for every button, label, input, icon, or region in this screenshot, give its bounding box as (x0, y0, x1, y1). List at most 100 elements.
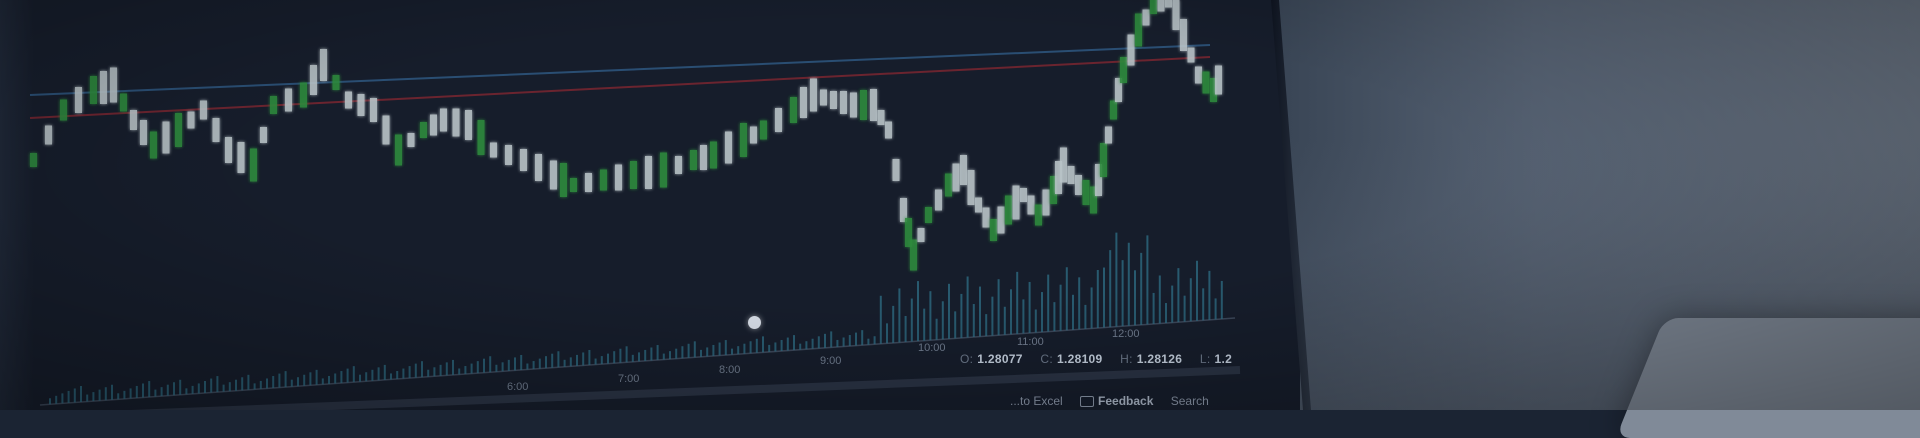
candle-body (200, 100, 207, 120)
candle-body (885, 121, 892, 139)
red-reference-line (29, 56, 1211, 119)
candle-body (1100, 143, 1107, 177)
candle-body (1142, 9, 1150, 26)
candle-body (250, 148, 257, 182)
candle-body (710, 141, 717, 169)
candle-body (1060, 147, 1067, 183)
candle-body (505, 145, 512, 165)
candle-body (175, 113, 182, 147)
candle-body (332, 75, 340, 90)
candle-body (800, 87, 807, 118)
candle-body (740, 123, 747, 157)
candle-body (600, 169, 607, 191)
candle-body (440, 108, 447, 132)
candle-body (560, 163, 567, 197)
candle-body (1055, 161, 1062, 194)
candle-body (1042, 189, 1050, 216)
candle-body (877, 110, 885, 125)
time-tick: 10:00 (918, 342, 946, 354)
export-excel-link[interactable]: ...to Excel (1010, 394, 1063, 408)
candle-body (840, 91, 847, 114)
high-label: H: (1120, 352, 1133, 366)
high-value: 1.28126 (1136, 352, 1183, 366)
background-device (1615, 318, 1920, 438)
candle-body (1020, 188, 1027, 202)
candle-body (1165, 0, 1172, 8)
candle-body (675, 156, 682, 174)
candle-body (900, 198, 907, 222)
feedback-button[interactable]: Feedback (1098, 394, 1154, 408)
candle-body (187, 111, 195, 129)
candle-body (452, 108, 460, 137)
candle-body (535, 154, 542, 181)
close-value: 1.28109 (1057, 352, 1103, 366)
candle-body (75, 87, 82, 113)
candle-body (892, 159, 900, 181)
candle-body (1135, 13, 1142, 47)
candle-body (1202, 71, 1210, 94)
candle-body (690, 150, 697, 170)
candle-body (1115, 78, 1122, 102)
open-value: 1.28077 (977, 352, 1023, 366)
candle-body (917, 228, 925, 242)
candle-body (1067, 166, 1075, 184)
candle-body (760, 120, 767, 140)
candle-body (465, 110, 472, 140)
candle-body (345, 91, 352, 109)
time-tick: 6:00 (507, 381, 529, 393)
candle-body (1187, 47, 1195, 63)
candle-body (420, 122, 427, 138)
candle-body (490, 142, 497, 158)
candle-body (550, 160, 557, 190)
candle-body (870, 89, 877, 121)
candle-body (975, 197, 982, 213)
candle-body (225, 137, 232, 163)
candle-body (630, 161, 637, 189)
time-tick: 12:00 (1112, 328, 1140, 340)
screen-left-edge (0, 0, 34, 410)
candle-body (810, 78, 817, 112)
candle-body (1005, 195, 1012, 225)
candle-body (1105, 126, 1112, 144)
search-button[interactable]: Search (1170, 394, 1209, 408)
candle-body (700, 145, 707, 170)
time-tick: 9:00 (820, 355, 842, 367)
candle-body (982, 207, 990, 228)
candle-body (750, 126, 757, 144)
time-tick: 11:00 (1017, 336, 1044, 348)
candle-body (1082, 180, 1090, 205)
candle-body (1027, 195, 1035, 215)
candle-body (960, 155, 967, 185)
candle-body (357, 94, 365, 116)
candle-body (237, 142, 245, 173)
candle-body (1210, 78, 1217, 102)
candle-body (30, 153, 37, 167)
candle-body (820, 89, 827, 106)
time-tick: 8:00 (719, 364, 741, 376)
candle-body (1120, 57, 1127, 83)
candle-body (1172, 0, 1180, 30)
time-tick: 7:00 (618, 373, 640, 385)
mouse-cursor (748, 316, 761, 329)
candle-body (967, 170, 975, 205)
candle-body (320, 49, 327, 81)
candle-body (935, 189, 942, 211)
trading-screen: 10:00 11:00 12:00 6:00 7:00 8:00 9:00 O:… (0, 0, 1241, 410)
candle-body (370, 98, 377, 122)
candle-body (850, 92, 857, 118)
candle-body (407, 133, 415, 147)
candle-body (300, 82, 307, 108)
candle-body (520, 149, 527, 171)
open-label: O: (960, 352, 974, 366)
candle-body (90, 76, 97, 104)
candle-body (945, 173, 952, 197)
candle-body (570, 178, 577, 192)
candle-body (615, 164, 622, 191)
candle-body (1157, 0, 1165, 12)
candle-body (645, 156, 652, 189)
candle-body (775, 108, 782, 132)
candle-body (790, 97, 797, 123)
candle-body (997, 206, 1005, 234)
candle-body (1075, 175, 1082, 195)
candle-body (910, 239, 917, 271)
